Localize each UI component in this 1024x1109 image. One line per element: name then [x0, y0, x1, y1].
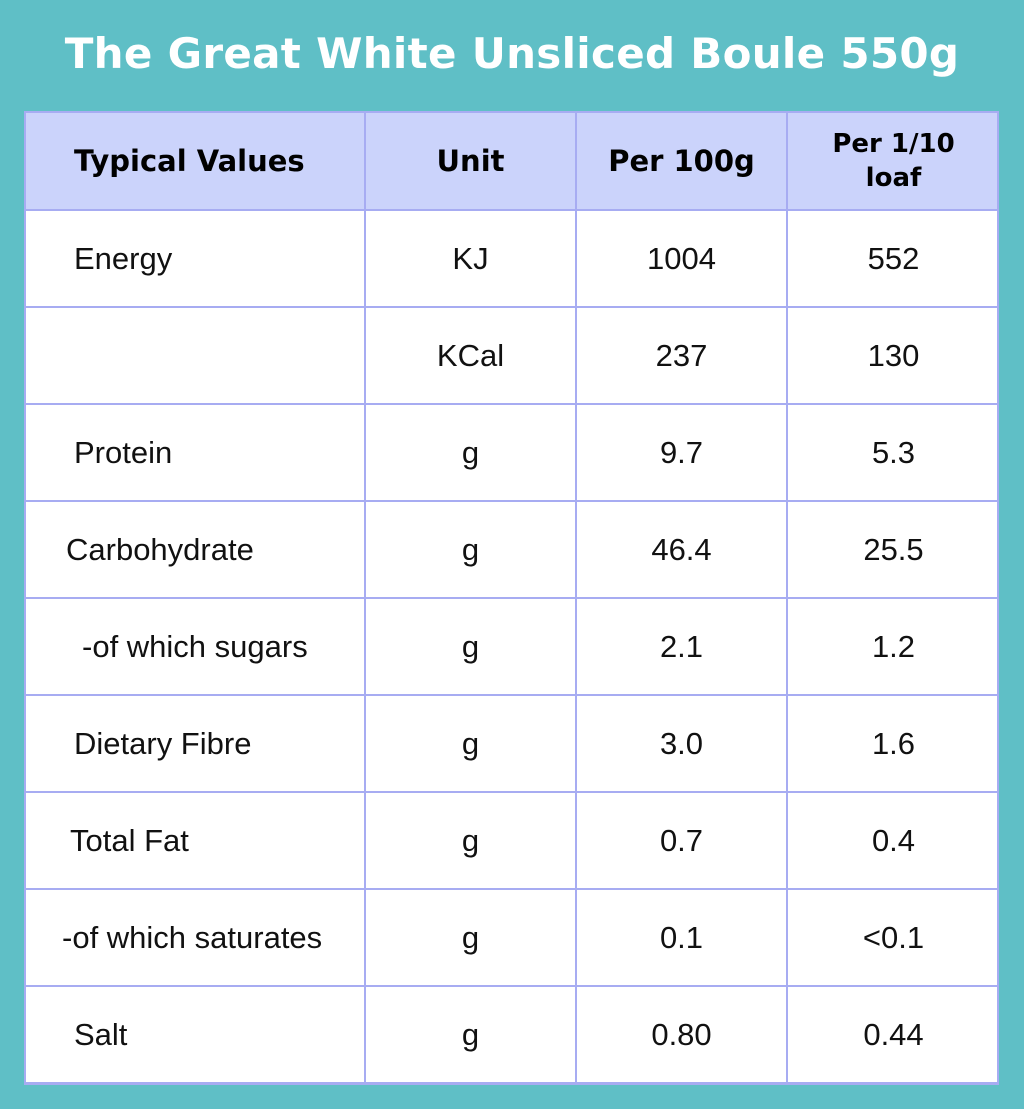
table-row: Energy KJ 1004 552 [26, 209, 997, 308]
value-per-100g: 2.1 [575, 597, 788, 696]
value-per-100g: 3.0 [575, 694, 788, 793]
nutrient-name: Total Fat [26, 791, 366, 890]
header-unit: Unit [364, 113, 577, 211]
value-per-tenth-loaf: 25.5 [786, 500, 997, 599]
value-per-100g: 0.1 [575, 888, 788, 987]
nutrient-name: -of which saturates [26, 888, 366, 987]
nutrient-name: Carbohydrate [26, 500, 366, 599]
nutrient-unit: g [364, 791, 577, 890]
value-per-tenth-loaf: 0.4 [786, 791, 997, 890]
value-per-tenth-loaf: <0.1 [786, 888, 997, 987]
nutrient-unit: g [364, 694, 577, 793]
value-per-100g: 237 [575, 306, 788, 405]
table-row: Total Fat g 0.7 0.4 [26, 791, 997, 890]
nutrient-name: Salt [26, 985, 366, 1083]
table-row: -of which sugars g 2.1 1.2 [26, 597, 997, 696]
value-per-100g: 1004 [575, 209, 788, 308]
nutrition-table: Typical Values Unit Per 100g Per 1/10 loa… [26, 113, 997, 1083]
header-typical-values: Typical Values [26, 113, 366, 211]
nutrient-name: Dietary Fibre [26, 694, 366, 793]
value-per-100g: 46.4 [575, 500, 788, 599]
value-per-100g: 0.7 [575, 791, 788, 890]
value-per-tenth-loaf: 552 [786, 209, 997, 308]
table-row: Salt g 0.80 0.44 [26, 985, 997, 1083]
header-per-tenth-loaf: Per 1/10 loaf [786, 113, 997, 211]
header-per-tenth-loaf-line2: loaf [865, 163, 922, 193]
value-per-100g: 0.80 [575, 985, 788, 1083]
value-per-tenth-loaf: 1.2 [786, 597, 997, 696]
nutrient-name [26, 306, 366, 405]
nutrient-name: -of which sugars [26, 597, 366, 696]
value-per-tenth-loaf: 0.44 [786, 985, 997, 1083]
header-per-tenth-loaf-line1: Per 1/10 [832, 129, 955, 159]
nutrient-name: Energy [26, 209, 366, 308]
header-per-100g: Per 100g [575, 113, 788, 211]
nutrient-unit: g [364, 985, 577, 1083]
nutrition-table-container: Typical Values Unit Per 100g Per 1/10 loa… [24, 111, 999, 1085]
table-row: KCal 237 130 [26, 306, 997, 405]
value-per-100g: 9.7 [575, 403, 788, 502]
table-header-row: Typical Values Unit Per 100g Per 1/10 loa… [26, 113, 997, 211]
nutrient-unit: g [364, 403, 577, 502]
nutrient-unit: g [364, 888, 577, 987]
nutrient-unit: KCal [364, 306, 577, 405]
page-title: The Great White Unsliced Boule 550g [64, 29, 960, 78]
nutrient-name: Protein [26, 403, 366, 502]
table-row: Protein g 9.7 5.3 [26, 403, 997, 502]
table-row: Carbohydrate g 46.4 25.5 [26, 500, 997, 599]
nutrient-unit: KJ [364, 209, 577, 308]
nutrient-unit: g [364, 500, 577, 599]
table-row: -of which saturates g 0.1 <0.1 [26, 888, 997, 987]
value-per-tenth-loaf: 1.6 [786, 694, 997, 793]
value-per-tenth-loaf: 5.3 [786, 403, 997, 502]
value-per-tenth-loaf: 130 [786, 306, 997, 405]
nutrient-unit: g [364, 597, 577, 696]
table-row: Dietary Fibre g 3.0 1.6 [26, 694, 997, 793]
